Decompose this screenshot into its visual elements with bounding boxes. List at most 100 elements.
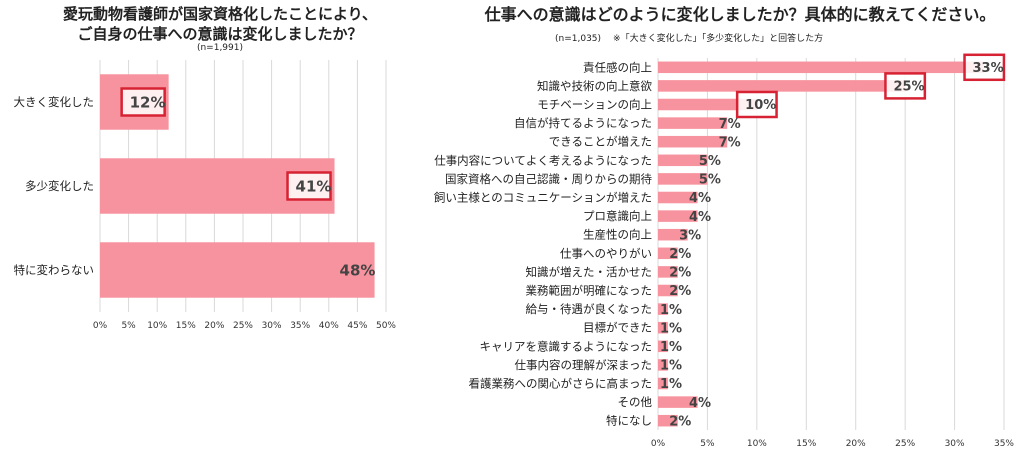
left-x-tick-label: 30% bbox=[262, 321, 282, 331]
left-x-tick-label: 35% bbox=[290, 321, 310, 331]
right-category-label: プロ意識向上 bbox=[583, 209, 652, 223]
left-value-label: 48% bbox=[340, 261, 376, 279]
right-bar bbox=[658, 80, 906, 92]
left-title-line1: 愛玩動物看護師が国家資格化したことにより、 bbox=[62, 5, 378, 23]
right-bar bbox=[658, 340, 668, 353]
left-highlight-box bbox=[286, 171, 332, 201]
right-x-tick-label: 5% bbox=[700, 439, 715, 449]
right-value-label: 25% bbox=[893, 80, 924, 95]
left-category-label: 特に変わらない bbox=[14, 263, 95, 277]
left-sample-size: (n=1,991) bbox=[196, 43, 244, 53]
right-value-label: 1% bbox=[660, 377, 682, 392]
left-x-tick-label: 5% bbox=[121, 321, 136, 331]
right-chart-title: 仕事への意識はどのように変化しましたか？具体的に教えてください。 bbox=[484, 5, 996, 24]
left-x-tick-label: 20% bbox=[204, 321, 224, 331]
right-bar bbox=[658, 359, 668, 371]
right-x-tick-label: 35% bbox=[994, 439, 1014, 449]
right-x-tick-label: 20% bbox=[846, 439, 866, 449]
left-highlight-box bbox=[120, 87, 166, 117]
right-bar bbox=[658, 228, 688, 241]
left-chart-title: 愛玩動物看護師が国家資格化したことにより、 ご自身の仕事への意識は変化しましたか… bbox=[10, 4, 430, 44]
right-category-label: 仕事内容の理解が深まった bbox=[514, 358, 652, 372]
right-x-tick-label: 10% bbox=[747, 439, 767, 449]
right-value-label: 7% bbox=[719, 117, 741, 132]
right-bar bbox=[658, 154, 708, 167]
right-value-label: 4% bbox=[689, 396, 711, 411]
left-bar bbox=[100, 242, 375, 298]
right-value-label: 1% bbox=[660, 321, 682, 336]
right-value-label: 1% bbox=[660, 340, 682, 355]
left-x-tick-label: 40% bbox=[319, 321, 339, 331]
right-bar bbox=[658, 173, 708, 185]
left-value-label: 41% bbox=[296, 177, 332, 195]
right-value-label: 1% bbox=[660, 359, 682, 374]
right-x-tick-label: 25% bbox=[895, 439, 915, 449]
right-value-label: 2% bbox=[669, 266, 691, 281]
right-category-label: 特になし bbox=[606, 414, 652, 428]
right-category-label: 給与・待遇が良くなった bbox=[526, 302, 653, 316]
left-category-label: 多少変化した bbox=[25, 179, 94, 193]
right-bar bbox=[658, 210, 698, 222]
right-value-label: 5% bbox=[699, 173, 721, 188]
left-x-tick-label: 10% bbox=[147, 321, 167, 331]
right-highlight-box bbox=[735, 90, 778, 119]
right-sample-size: (n=1,035) bbox=[555, 34, 602, 44]
right-value-label: 33% bbox=[973, 61, 1004, 76]
right-value-label: 4% bbox=[689, 210, 711, 225]
right-category-label: 目標ができた bbox=[583, 321, 652, 335]
right-category-label: 知識や技術の向上意欲 bbox=[537, 79, 652, 93]
right-value-label: 1% bbox=[660, 303, 682, 318]
right-highlight-box bbox=[963, 53, 1006, 82]
left-x-tick-label: 45% bbox=[347, 321, 367, 331]
right-bar bbox=[658, 414, 678, 427]
left-value-label: 12% bbox=[130, 93, 166, 111]
right-highlight-box bbox=[884, 72, 927, 100]
right-category-label: できることが増えた bbox=[549, 135, 652, 149]
left-title-line2: ご自身の仕事への意識は変化しましたか？ bbox=[77, 25, 363, 43]
right-x-tick-label: 0% bbox=[651, 439, 666, 449]
right-category-label: 飼い主様とのコミュニケーションが増えた bbox=[434, 191, 652, 205]
right-category-label: キャリアを意識するようになった bbox=[480, 339, 653, 353]
right-value-label: 2% bbox=[669, 284, 691, 299]
right-category-label: 責任感の向上 bbox=[583, 60, 652, 74]
right-category-label: 自信が持てるようになった bbox=[514, 116, 652, 130]
right-bar bbox=[658, 266, 678, 278]
left-x-tick-label: 0% bbox=[93, 321, 108, 331]
right-category-label: その他 bbox=[618, 395, 653, 409]
right-bar bbox=[658, 191, 698, 204]
right-category-label: 国家資格への自己認識・周りからの期待 bbox=[445, 172, 652, 186]
right-category-label: 生産性の向上 bbox=[583, 228, 652, 242]
right-value-label: 2% bbox=[669, 414, 691, 429]
left-category-label: 大きく変化した bbox=[14, 95, 95, 109]
right-x-tick-label: 15% bbox=[796, 439, 816, 449]
left-x-tick-label: 15% bbox=[176, 321, 196, 331]
right-value-label: 7% bbox=[719, 135, 741, 150]
right-bar bbox=[658, 117, 728, 129]
right-category-label: 仕事内容についてよく考えるようになった bbox=[434, 153, 652, 167]
right-category-label: モチベーションの向上 bbox=[537, 98, 652, 112]
right-value-label: 4% bbox=[689, 191, 711, 206]
right-bar bbox=[658, 135, 728, 148]
right-bar bbox=[658, 303, 668, 315]
right-category-label: 業務範囲が明確になった bbox=[526, 284, 653, 298]
right-category-label: 看護業務への関心がさらに高まった bbox=[468, 377, 652, 391]
right-category-label: 知識が増えた・活かせた bbox=[526, 265, 653, 279]
right-value-label: 3% bbox=[679, 228, 701, 243]
right-respondent-note: ※「大きく変化した」「多少変化した」と回答した方 bbox=[613, 34, 824, 44]
right-bar bbox=[658, 98, 757, 111]
right-x-tick-label: 30% bbox=[945, 439, 965, 449]
right-bar bbox=[658, 247, 678, 260]
right-bar bbox=[658, 377, 668, 390]
right-value-label: 2% bbox=[669, 247, 691, 262]
right-category-label: 仕事へのやりがい bbox=[560, 246, 652, 260]
left-x-tick-label: 25% bbox=[233, 321, 253, 331]
right-bar bbox=[658, 321, 668, 334]
right-sample-note: (n=1,035) ※「大きく変化した」「多少変化した」と回答した方 bbox=[555, 31, 823, 44]
left-x-tick-label: 50% bbox=[376, 321, 396, 331]
right-value-label: 5% bbox=[699, 154, 721, 169]
right-bar bbox=[658, 284, 678, 297]
right-bar bbox=[658, 61, 985, 74]
right-value-label: 10% bbox=[745, 98, 776, 113]
